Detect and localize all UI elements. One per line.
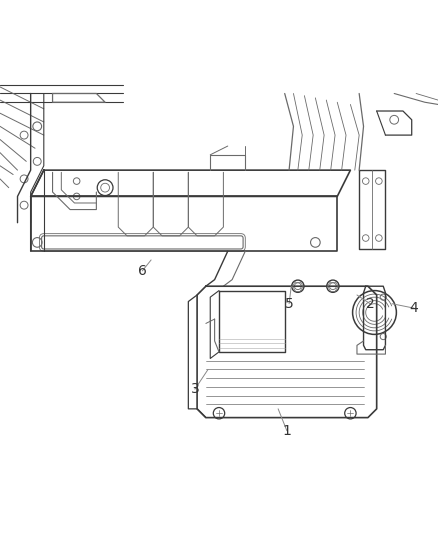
Circle shape [97, 180, 113, 196]
Circle shape [327, 280, 339, 292]
Circle shape [213, 408, 225, 419]
Text: 1: 1 [283, 424, 291, 438]
Text: 2: 2 [366, 297, 374, 311]
Text: 6: 6 [138, 264, 147, 278]
Text: 5: 5 [285, 297, 293, 311]
Circle shape [345, 408, 356, 419]
Circle shape [292, 280, 304, 292]
Text: 3: 3 [191, 382, 199, 396]
Text: 4: 4 [410, 301, 418, 315]
